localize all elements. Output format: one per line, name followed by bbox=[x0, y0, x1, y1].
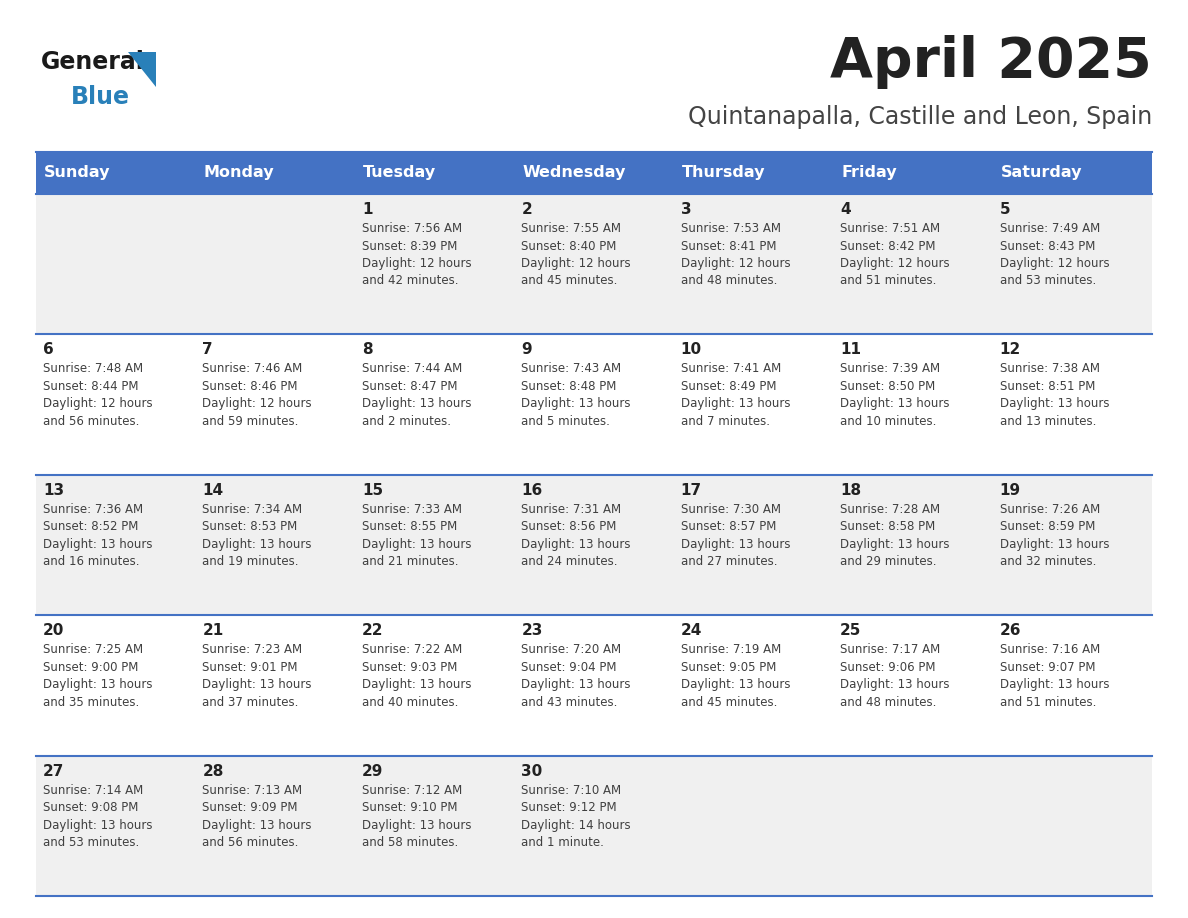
Text: Sunrise: 7:44 AM
Sunset: 8:47 PM
Daylight: 13 hours
and 2 minutes.: Sunrise: 7:44 AM Sunset: 8:47 PM Dayligh… bbox=[362, 363, 472, 428]
Text: Sunrise: 7:17 AM
Sunset: 9:06 PM
Daylight: 13 hours
and 48 minutes.: Sunrise: 7:17 AM Sunset: 9:06 PM Dayligh… bbox=[840, 644, 949, 709]
Text: 17: 17 bbox=[681, 483, 702, 498]
Text: 10: 10 bbox=[681, 342, 702, 357]
Text: Sunrise: 7:19 AM
Sunset: 9:05 PM
Daylight: 13 hours
and 45 minutes.: Sunrise: 7:19 AM Sunset: 9:05 PM Dayligh… bbox=[681, 644, 790, 709]
Text: 24: 24 bbox=[681, 623, 702, 638]
Text: 25: 25 bbox=[840, 623, 861, 638]
Text: Sunrise: 7:48 AM
Sunset: 8:44 PM
Daylight: 12 hours
and 56 minutes.: Sunrise: 7:48 AM Sunset: 8:44 PM Dayligh… bbox=[43, 363, 152, 428]
Text: 22: 22 bbox=[362, 623, 384, 638]
Text: Sunrise: 7:36 AM
Sunset: 8:52 PM
Daylight: 13 hours
and 16 minutes.: Sunrise: 7:36 AM Sunset: 8:52 PM Dayligh… bbox=[43, 503, 152, 568]
Text: Sunrise: 7:13 AM
Sunset: 9:09 PM
Daylight: 13 hours
and 56 minutes.: Sunrise: 7:13 AM Sunset: 9:09 PM Dayligh… bbox=[202, 784, 312, 849]
Polygon shape bbox=[128, 52, 156, 87]
Text: Wednesday: Wednesday bbox=[523, 165, 626, 181]
Text: 29: 29 bbox=[362, 764, 384, 778]
Text: Blue: Blue bbox=[71, 85, 129, 109]
Text: 3: 3 bbox=[681, 202, 691, 217]
Text: 11: 11 bbox=[840, 342, 861, 357]
Text: Sunrise: 7:23 AM
Sunset: 9:01 PM
Daylight: 13 hours
and 37 minutes.: Sunrise: 7:23 AM Sunset: 9:01 PM Dayligh… bbox=[202, 644, 312, 709]
Text: Sunrise: 7:33 AM
Sunset: 8:55 PM
Daylight: 13 hours
and 21 minutes.: Sunrise: 7:33 AM Sunset: 8:55 PM Dayligh… bbox=[362, 503, 472, 568]
Text: Sunrise: 7:28 AM
Sunset: 8:58 PM
Daylight: 13 hours
and 29 minutes.: Sunrise: 7:28 AM Sunset: 8:58 PM Dayligh… bbox=[840, 503, 949, 568]
Text: 7: 7 bbox=[202, 342, 213, 357]
Text: 27: 27 bbox=[43, 764, 64, 778]
Text: Sunrise: 7:26 AM
Sunset: 8:59 PM
Daylight: 13 hours
and 32 minutes.: Sunrise: 7:26 AM Sunset: 8:59 PM Dayligh… bbox=[999, 503, 1110, 568]
Text: General: General bbox=[42, 50, 145, 74]
Bar bbox=[36, 334, 1152, 475]
Text: 28: 28 bbox=[202, 764, 223, 778]
Text: Sunrise: 7:53 AM
Sunset: 8:41 PM
Daylight: 12 hours
and 48 minutes.: Sunrise: 7:53 AM Sunset: 8:41 PM Dayligh… bbox=[681, 222, 790, 287]
Text: 16: 16 bbox=[522, 483, 543, 498]
Bar bbox=[36, 194, 1152, 334]
Text: 14: 14 bbox=[202, 483, 223, 498]
Text: Sunrise: 7:10 AM
Sunset: 9:12 PM
Daylight: 14 hours
and 1 minute.: Sunrise: 7:10 AM Sunset: 9:12 PM Dayligh… bbox=[522, 784, 631, 849]
Text: Thursday: Thursday bbox=[682, 165, 765, 181]
Text: Sunrise: 7:49 AM
Sunset: 8:43 PM
Daylight: 12 hours
and 53 minutes.: Sunrise: 7:49 AM Sunset: 8:43 PM Dayligh… bbox=[999, 222, 1110, 287]
Text: Sunrise: 7:16 AM
Sunset: 9:07 PM
Daylight: 13 hours
and 51 minutes.: Sunrise: 7:16 AM Sunset: 9:07 PM Dayligh… bbox=[999, 644, 1110, 709]
Text: Friday: Friday bbox=[841, 165, 897, 181]
Text: Quintanapalla, Castille and Leon, Spain: Quintanapalla, Castille and Leon, Spain bbox=[688, 105, 1152, 129]
Text: Tuesday: Tuesday bbox=[362, 165, 436, 181]
Bar bbox=[36, 152, 1152, 194]
Bar bbox=[36, 475, 1152, 615]
Text: Sunrise: 7:46 AM
Sunset: 8:46 PM
Daylight: 12 hours
and 59 minutes.: Sunrise: 7:46 AM Sunset: 8:46 PM Dayligh… bbox=[202, 363, 312, 428]
Text: 1: 1 bbox=[362, 202, 372, 217]
Text: 9: 9 bbox=[522, 342, 532, 357]
Text: 21: 21 bbox=[202, 623, 223, 638]
Text: 20: 20 bbox=[43, 623, 64, 638]
Text: Sunrise: 7:31 AM
Sunset: 8:56 PM
Daylight: 13 hours
and 24 minutes.: Sunrise: 7:31 AM Sunset: 8:56 PM Dayligh… bbox=[522, 503, 631, 568]
Text: Monday: Monday bbox=[203, 165, 274, 181]
Text: 8: 8 bbox=[362, 342, 373, 357]
Text: 30: 30 bbox=[522, 764, 543, 778]
Text: Sunrise: 7:34 AM
Sunset: 8:53 PM
Daylight: 13 hours
and 19 minutes.: Sunrise: 7:34 AM Sunset: 8:53 PM Dayligh… bbox=[202, 503, 312, 568]
Text: 6: 6 bbox=[43, 342, 53, 357]
Text: Sunrise: 7:22 AM
Sunset: 9:03 PM
Daylight: 13 hours
and 40 minutes.: Sunrise: 7:22 AM Sunset: 9:03 PM Dayligh… bbox=[362, 644, 472, 709]
Text: Sunrise: 7:43 AM
Sunset: 8:48 PM
Daylight: 13 hours
and 5 minutes.: Sunrise: 7:43 AM Sunset: 8:48 PM Dayligh… bbox=[522, 363, 631, 428]
Text: Sunrise: 7:56 AM
Sunset: 8:39 PM
Daylight: 12 hours
and 42 minutes.: Sunrise: 7:56 AM Sunset: 8:39 PM Dayligh… bbox=[362, 222, 472, 287]
Text: Sunrise: 7:20 AM
Sunset: 9:04 PM
Daylight: 13 hours
and 43 minutes.: Sunrise: 7:20 AM Sunset: 9:04 PM Dayligh… bbox=[522, 644, 631, 709]
Bar bbox=[36, 756, 1152, 896]
Text: Sunrise: 7:38 AM
Sunset: 8:51 PM
Daylight: 13 hours
and 13 minutes.: Sunrise: 7:38 AM Sunset: 8:51 PM Dayligh… bbox=[999, 363, 1110, 428]
Text: Sunday: Sunday bbox=[44, 165, 110, 181]
Bar bbox=[36, 615, 1152, 756]
Text: Saturday: Saturday bbox=[1000, 165, 1082, 181]
Text: 15: 15 bbox=[362, 483, 383, 498]
Text: 2: 2 bbox=[522, 202, 532, 217]
Text: 13: 13 bbox=[43, 483, 64, 498]
Text: Sunrise: 7:41 AM
Sunset: 8:49 PM
Daylight: 13 hours
and 7 minutes.: Sunrise: 7:41 AM Sunset: 8:49 PM Dayligh… bbox=[681, 363, 790, 428]
Text: 18: 18 bbox=[840, 483, 861, 498]
Text: Sunrise: 7:51 AM
Sunset: 8:42 PM
Daylight: 12 hours
and 51 minutes.: Sunrise: 7:51 AM Sunset: 8:42 PM Dayligh… bbox=[840, 222, 949, 287]
Text: 12: 12 bbox=[999, 342, 1020, 357]
Text: Sunrise: 7:12 AM
Sunset: 9:10 PM
Daylight: 13 hours
and 58 minutes.: Sunrise: 7:12 AM Sunset: 9:10 PM Dayligh… bbox=[362, 784, 472, 849]
Text: 26: 26 bbox=[999, 623, 1020, 638]
Text: Sunrise: 7:39 AM
Sunset: 8:50 PM
Daylight: 13 hours
and 10 minutes.: Sunrise: 7:39 AM Sunset: 8:50 PM Dayligh… bbox=[840, 363, 949, 428]
Text: 19: 19 bbox=[999, 483, 1020, 498]
Text: Sunrise: 7:25 AM
Sunset: 9:00 PM
Daylight: 13 hours
and 35 minutes.: Sunrise: 7:25 AM Sunset: 9:00 PM Dayligh… bbox=[43, 644, 152, 709]
Text: 23: 23 bbox=[522, 623, 543, 638]
Text: Sunrise: 7:14 AM
Sunset: 9:08 PM
Daylight: 13 hours
and 53 minutes.: Sunrise: 7:14 AM Sunset: 9:08 PM Dayligh… bbox=[43, 784, 152, 849]
Text: April 2025: April 2025 bbox=[830, 35, 1152, 89]
Text: 4: 4 bbox=[840, 202, 851, 217]
Text: Sunrise: 7:30 AM
Sunset: 8:57 PM
Daylight: 13 hours
and 27 minutes.: Sunrise: 7:30 AM Sunset: 8:57 PM Dayligh… bbox=[681, 503, 790, 568]
Text: 5: 5 bbox=[999, 202, 1010, 217]
Text: Sunrise: 7:55 AM
Sunset: 8:40 PM
Daylight: 12 hours
and 45 minutes.: Sunrise: 7:55 AM Sunset: 8:40 PM Dayligh… bbox=[522, 222, 631, 287]
